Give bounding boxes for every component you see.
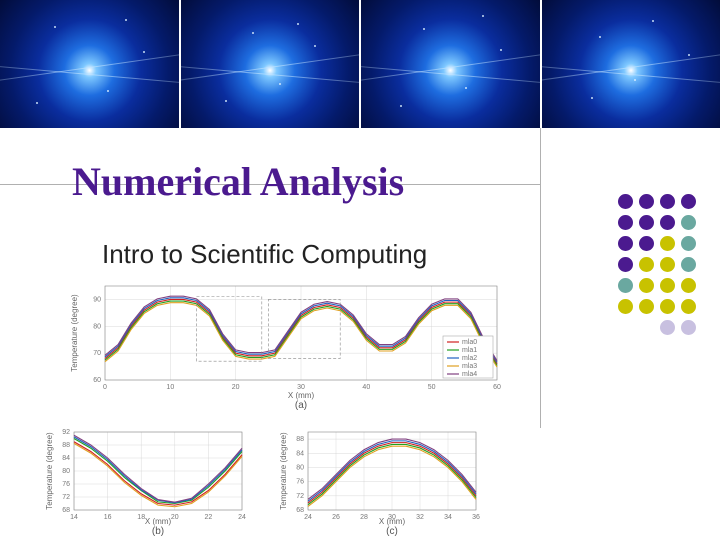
- banner-tile: [0, 0, 181, 128]
- svg-text:10: 10: [166, 384, 174, 391]
- svg-text:70: 70: [93, 350, 101, 357]
- svg-text:32: 32: [416, 514, 424, 521]
- svg-text:24: 24: [304, 514, 312, 521]
- svg-text:76: 76: [62, 481, 70, 488]
- svg-text:X (mm): X (mm): [379, 517, 406, 526]
- svg-text:24: 24: [238, 514, 246, 521]
- svg-text:90: 90: [93, 296, 101, 303]
- svg-text:14: 14: [70, 514, 78, 521]
- svg-text:88: 88: [62, 442, 70, 449]
- svg-text:22: 22: [205, 514, 213, 521]
- svg-text:Temperature (degree): Temperature (degree): [279, 432, 288, 510]
- svg-text:72: 72: [62, 494, 70, 501]
- svg-text:0: 0: [103, 384, 107, 391]
- svg-text:84: 84: [62, 455, 70, 462]
- svg-text:80: 80: [296, 464, 304, 471]
- svg-text:34: 34: [444, 514, 452, 521]
- svg-text:mla3: mla3: [462, 363, 477, 370]
- svg-text:mla2: mla2: [462, 355, 477, 362]
- svg-text:(b): (b): [152, 526, 164, 536]
- svg-text:88: 88: [296, 436, 304, 443]
- svg-text:68: 68: [296, 507, 304, 514]
- banner-tile: [361, 0, 542, 128]
- svg-text:X (mm): X (mm): [145, 517, 172, 526]
- svg-text:72: 72: [296, 493, 304, 500]
- svg-text:28: 28: [360, 514, 368, 521]
- banner-tile: [542, 0, 720, 128]
- svg-text:60: 60: [93, 377, 101, 384]
- banner: [0, 0, 720, 128]
- svg-text:mla4: mla4: [462, 371, 477, 378]
- charts-region: 0 10 20 30 40 50 60 60 70 80 90 X (mm) Temperature (…: [40, 280, 530, 536]
- svg-text:30: 30: [297, 384, 305, 391]
- chart-c: 24262830323436687276808488X (mm)Temperat…: [274, 426, 484, 536]
- svg-text:Temperature (degree): Temperature (degree): [70, 294, 79, 372]
- svg-text:20: 20: [171, 514, 179, 521]
- svg-text:68: 68: [62, 507, 70, 514]
- svg-text:60: 60: [493, 384, 501, 391]
- svg-text:X (mm): X (mm): [288, 391, 315, 400]
- svg-text:40: 40: [362, 384, 370, 391]
- chart-b: 14161820222468727680848892X (mm)Temperat…: [40, 426, 250, 536]
- svg-text:mla1: mla1: [462, 347, 477, 354]
- svg-text:92: 92: [62, 429, 70, 436]
- svg-text:80: 80: [93, 323, 101, 330]
- dot-decoration: [618, 194, 696, 341]
- svg-text:mla0: mla0: [462, 339, 477, 346]
- chart-a: 0 10 20 30 40 50 60 60 70 80 90 X (mm) Temperature (…: [65, 280, 505, 410]
- svg-text:36: 36: [472, 514, 480, 521]
- svg-text:16: 16: [104, 514, 112, 521]
- svg-text:(a): (a): [295, 400, 307, 410]
- banner-tile: [181, 0, 362, 128]
- svg-text:20: 20: [232, 384, 240, 391]
- svg-text:50: 50: [428, 384, 436, 391]
- svg-text:80: 80: [62, 468, 70, 475]
- svg-text:84: 84: [296, 450, 304, 457]
- svg-text:26: 26: [332, 514, 340, 521]
- svg-text:Temperature (degree): Temperature (degree): [45, 432, 54, 510]
- page-title: Numerical Analysis: [72, 158, 680, 205]
- subtitle: Intro to Scientific Computing: [102, 239, 680, 270]
- svg-text:76: 76: [296, 479, 304, 486]
- svg-text:(c): (c): [386, 526, 398, 536]
